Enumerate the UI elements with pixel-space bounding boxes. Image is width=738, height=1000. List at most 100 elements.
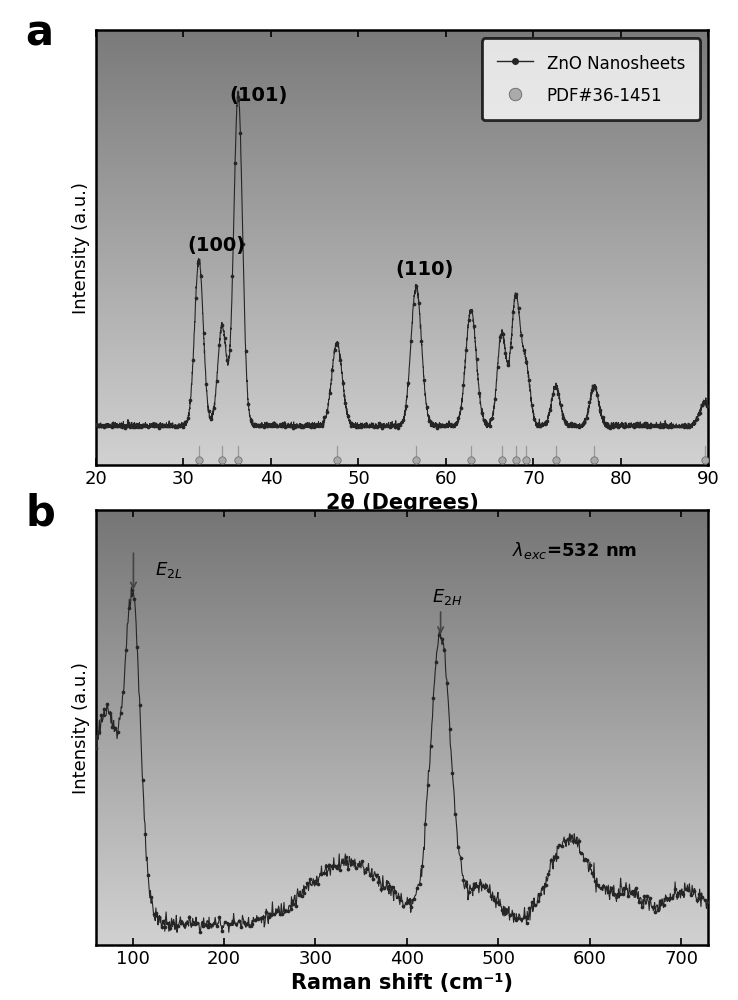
Point: [669, 881, 680, 897]
Point: [678, 419, 690, 435]
Point: [531, 893, 543, 909]
Point: [331, 452, 343, 468]
Point: [342, 861, 354, 877]
Point: [162, 915, 173, 931]
Point: [208, 915, 220, 931]
Point: [661, 890, 672, 906]
Point: [427, 690, 439, 706]
Point: [308, 419, 320, 435]
Point: [474, 875, 486, 891]
Point: [675, 885, 686, 901]
Point: [581, 852, 593, 868]
Point: [444, 721, 455, 737]
Point: [613, 419, 624, 435]
Point: [219, 914, 231, 930]
Point: [416, 858, 428, 874]
Point: [447, 418, 459, 434]
Point: [646, 899, 658, 915]
Point: [505, 339, 517, 355]
Point: [614, 886, 626, 902]
Point: [539, 416, 551, 432]
Point: [452, 839, 464, 855]
Point: [663, 891, 675, 907]
Point: [170, 918, 182, 934]
Point: [221, 352, 233, 368]
Point: [508, 304, 520, 320]
Point: [570, 834, 582, 850]
Point: [542, 413, 554, 429]
Point: [413, 295, 425, 311]
Point: [652, 902, 664, 918]
Point: [523, 372, 535, 388]
Point: [167, 915, 179, 931]
Point: [202, 919, 214, 935]
Point: [433, 627, 445, 643]
Point: [282, 417, 294, 433]
Point: [502, 357, 514, 373]
Point: [410, 452, 422, 468]
Point: [339, 395, 351, 411]
Point: [442, 416, 454, 432]
Y-axis label: Intensity (a.u.): Intensity (a.u.): [72, 662, 90, 794]
Point: [246, 916, 258, 932]
Point: [672, 888, 683, 904]
Point: [255, 418, 267, 434]
Text: (101): (101): [229, 86, 287, 105]
Point: [434, 418, 446, 434]
Point: [552, 386, 564, 402]
Point: [148, 418, 159, 434]
Point: [221, 916, 233, 932]
Point: [627, 883, 639, 899]
Point: [360, 418, 372, 434]
Point: [537, 416, 548, 432]
Point: [301, 875, 313, 891]
Point: [238, 914, 250, 930]
Point: [589, 380, 601, 396]
Point: [510, 912, 522, 928]
Point: [473, 385, 485, 401]
Point: [108, 417, 120, 433]
Point: [271, 418, 283, 434]
Point: [282, 903, 294, 919]
Point: [245, 412, 257, 428]
Point: [98, 701, 110, 717]
Point: [284, 418, 296, 434]
Point: [618, 419, 630, 435]
Point: [316, 418, 328, 434]
Point: [193, 452, 205, 468]
Point: [216, 317, 228, 333]
Point: [123, 600, 135, 616]
Point: [697, 397, 708, 413]
Point: [520, 915, 532, 931]
Point: [565, 829, 576, 845]
Point: [560, 415, 572, 431]
Point: [190, 290, 201, 306]
Point: [156, 919, 168, 935]
Point: [179, 414, 191, 430]
Point: [392, 420, 404, 436]
Point: [384, 878, 396, 894]
Point: [476, 405, 488, 421]
Point: [525, 397, 537, 413]
Point: [646, 417, 658, 433]
Point: [320, 858, 332, 874]
Point: [489, 391, 501, 407]
Point: [694, 405, 706, 421]
Point: [311, 417, 323, 433]
Point: [200, 917, 212, 933]
Point: [579, 852, 590, 868]
Point: [513, 300, 525, 316]
Point: [376, 881, 387, 897]
Point: [586, 382, 598, 398]
Legend: ZnO Nanosheets, PDF#36-1451: ZnO Nanosheets, PDF#36-1451: [482, 38, 700, 120]
Point: [576, 845, 587, 861]
Point: [227, 268, 238, 284]
Point: [499, 901, 511, 917]
Point: [411, 880, 423, 896]
Point: [323, 857, 335, 873]
Point: [189, 916, 201, 932]
Point: [100, 418, 112, 434]
Point: [117, 419, 128, 435]
Point: [175, 915, 187, 931]
Point: [224, 916, 236, 932]
